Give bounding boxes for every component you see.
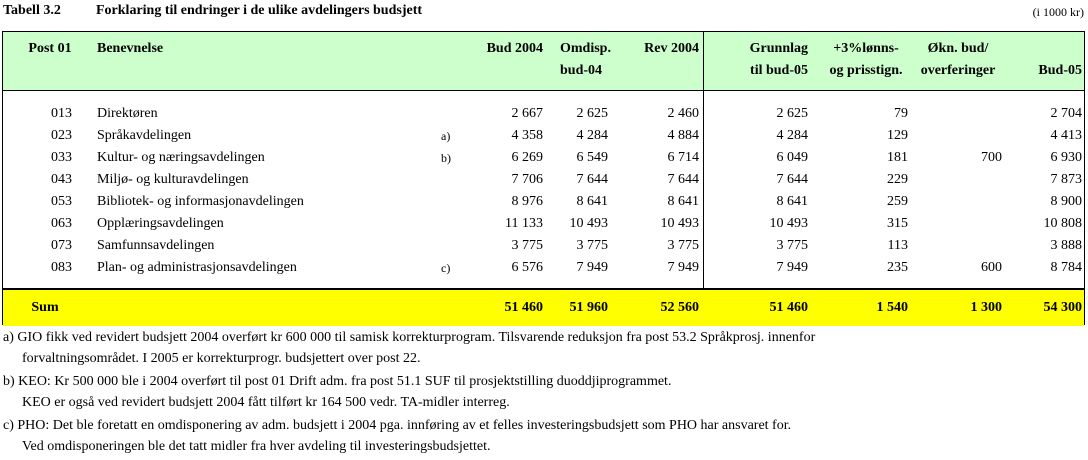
table-number: Tabell 3.2: [3, 3, 61, 18]
footnote-a-cont: forvaltningsområdet. I 2005 er korrektur…: [22, 351, 421, 366]
footnote-c: c) PHO: Det ble foretatt en omdisponerin…: [3, 418, 792, 433]
table-row: 043 Miljø- og kulturavdelingen 7 706 7 6…: [51, 172, 1082, 187]
unit-label: (i 1000 kr): [1032, 5, 1084, 19]
table-title: Tabell 3.2 Forklaring til endringer i de …: [3, 3, 422, 19]
header-post: Post 01: [28, 41, 72, 56]
table-row: 033 Kultur- og næringsavdelingen b) 6 26…: [51, 150, 1082, 165]
header-lonn: +3%lønns-og prisstign.: [829, 41, 903, 78]
header-rev2004: Rev 2004: [644, 41, 699, 56]
column-divider: [703, 32, 704, 324]
header-row: Post 01 Benevnelse Bud 2004 Omdisp. bud-0…: [3, 32, 1084, 91]
sum-label: Sum: [31, 300, 59, 315]
sum-values: Sum 51 460 51 960 52 560 51 460 1 540 1 …: [3, 297, 1084, 319]
footnote-b-cont: KEO er også ved revidert budsjett 2004 f…: [22, 395, 510, 410]
table-row: 053 Bibliotek- og informasjonavdelingen …: [51, 194, 1082, 209]
footnote-b: b) KEO: Kr 500 000 ble i 2004 overført t…: [3, 374, 672, 389]
table-row: 083 Plan- og administrasjonsavdelingen c…: [51, 260, 1082, 275]
header-bud2004: Bud 2004: [486, 41, 543, 56]
table-row: 073 Samfunnsavdelingen 3 775 3 775 3 775…: [51, 238, 1082, 253]
header-omdisp: Omdisp. bud-04: [560, 41, 611, 78]
header-name: Benevnelse: [97, 41, 164, 56]
footnote-a: a) GIO fikk ved revidert budsjett 2004 o…: [3, 330, 816, 345]
header-grunnlag: Grunnlag til bud-05: [749, 41, 808, 78]
table-row: 063 Opplæringsavdelingen 11 133 10 493 1…: [51, 216, 1082, 231]
table-row: 023 Språkavdelingen a) 4 358 4 284 4 884…: [51, 128, 1082, 143]
footnote-c-cont: Ved omdisponeringen ble det tatt midler …: [22, 439, 491, 454]
header-okn: Økn. bud/overferinger: [920, 41, 996, 78]
sum-row: Sum 51 460 51 960 52 560 51 460 1 540 1 …: [3, 288, 1084, 326]
header-bud05: Bud-05: [1038, 63, 1082, 78]
budget-table: Post 01 Benevnelse Bud 2004 Omdisp. bud-0…: [2, 31, 1085, 326]
table-caption: Forklaring til endringer i de ulike avde…: [96, 3, 423, 18]
table-row: 013 Direktøren 2 667 2 625 2 460 2 625 7…: [51, 106, 1082, 121]
